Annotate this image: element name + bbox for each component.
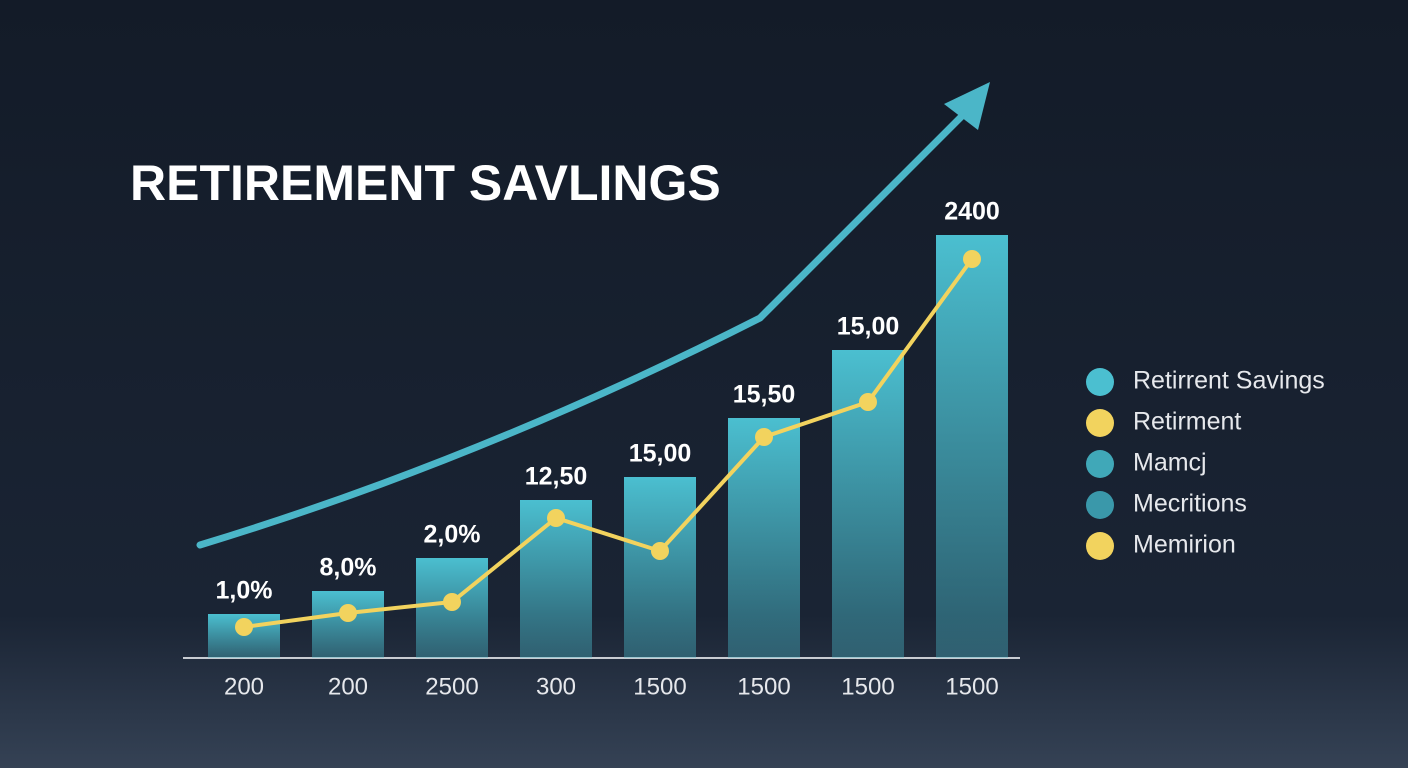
legend-label: Memirion [1133,531,1236,559]
bar [728,418,800,658]
x-tick-label: 1500 [737,673,790,700]
line [243,257,974,629]
bar [312,591,384,658]
value-label: 12,50 [525,463,588,491]
value-label: 2400 [944,198,1000,226]
value-label: 15,00 [629,440,692,468]
legend-label: Mecritions [1133,490,1247,518]
legend-swatch [1086,409,1114,437]
value-label: 1,0% [216,577,273,605]
line-point [235,618,253,636]
line-point [963,250,981,268]
arrow-head [944,82,990,130]
line-point [339,604,357,622]
x-tick-label: 200 [224,673,264,700]
legend-label: Retirrent Savings [1133,367,1325,395]
value-label: 15,00 [837,313,900,341]
x-tick-label: 200 [328,673,368,700]
line-point [443,593,461,611]
legend-swatch [1086,368,1114,396]
x-tick-label: 1500 [633,673,686,700]
x-tick-label: 1500 [945,673,998,700]
bar [624,477,696,658]
x-tick-label: 2500 [425,673,478,700]
bar [936,235,1008,658]
line-point [859,393,877,411]
x-tick-label: 300 [536,673,576,700]
legend-swatch [1086,450,1114,478]
legend-swatch [1086,491,1114,519]
value-label: 2,0% [424,521,481,549]
x-tick-label: 1500 [841,673,894,700]
trend-arrow [196,106,972,549]
legend-swatch [1086,532,1114,560]
line-point [651,542,669,560]
line-point [755,428,773,446]
value-label: 8,0% [320,554,377,582]
value-label: 15,50 [733,381,796,409]
line-point [547,509,565,527]
legend-label: Mamcj [1133,449,1207,477]
chart-title: RETIREMENT SAVLINGS [130,155,721,211]
legend-label: Retirment [1133,408,1241,436]
